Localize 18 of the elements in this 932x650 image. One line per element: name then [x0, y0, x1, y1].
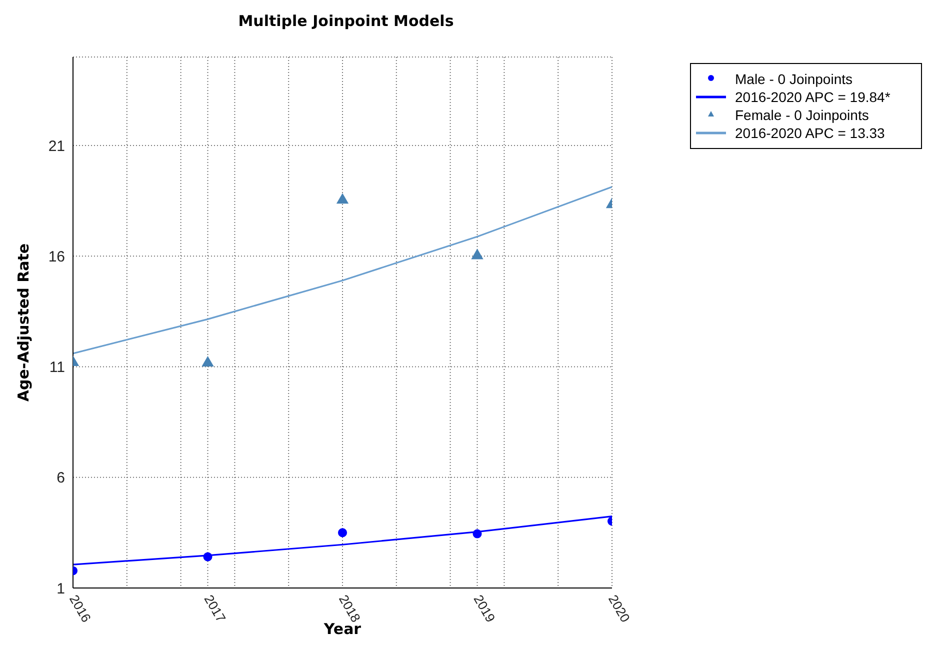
y-axis-title: Age-Adjusted Rate [14, 243, 32, 402]
point [338, 528, 348, 538]
chart-title: Multiple Joinpoint Models [237, 12, 455, 30]
point [471, 248, 484, 260]
y-tick-label: 11 [49, 359, 65, 376]
y-tick-label: 6 [56, 470, 65, 487]
line-series [73, 186, 612, 354]
legend-label: Female - 0 Joinpoints [735, 107, 869, 123]
point [203, 552, 212, 562]
legend-label: 2016-2020 APC = 19.84* [735, 89, 890, 105]
y-tick-label: 1 [56, 580, 65, 598]
y-tick-label: 21 [48, 138, 65, 155]
point [202, 356, 214, 366]
point [472, 529, 482, 538]
legend-label: Male - 0 Joinpoints [735, 71, 853, 87]
legend-label: 2016-2020 APC = 13.33 [735, 125, 885, 141]
y-tick-label: 16 [48, 248, 65, 266]
point [336, 193, 349, 204]
